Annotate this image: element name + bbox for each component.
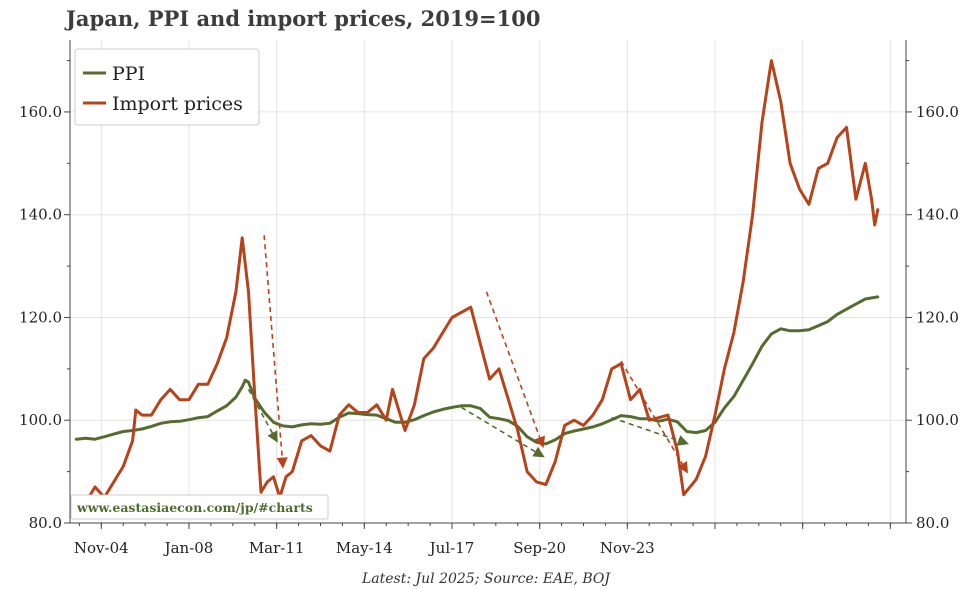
y-tick-label-right: 80.0	[916, 514, 949, 532]
series-line-ppi	[74, 295, 880, 446]
x-tick-label: Nov-04	[74, 539, 129, 557]
axes: 80.0 80.0 100.0 100.0 120.0 120.0 140.0 140.0 16…	[19, 40, 959, 557]
legend-label-import-prices: Import prices	[112, 93, 243, 115]
y-tick-label-left: 120.0	[19, 308, 62, 326]
y-tick-label-right: 120.0	[916, 308, 959, 326]
trend-arrows	[247, 235, 689, 474]
y-tick-label-right: 160.0	[916, 103, 959, 121]
x-tick-label: Jul-17	[428, 539, 475, 557]
y-tick-label-left: 160.0	[19, 103, 62, 121]
ppi-trend-arrow	[611, 416, 689, 446]
legend-label-ppi: PPI	[112, 63, 145, 85]
y-tick-label-right: 100.0	[916, 411, 959, 429]
y-tick-label-left: 100.0	[19, 411, 62, 429]
ppi-trend-arrow	[247, 389, 278, 443]
watermark: www.eastasiaecon.com/jp/#charts	[70, 494, 329, 520]
import-trend-arrow	[485, 291, 545, 449]
y-tick-label-right: 140.0	[916, 206, 959, 224]
import-trend-arrow	[620, 360, 688, 474]
series-line-import-prices	[74, 59, 880, 515]
source-note: Latest: Jul 2025; Source: EAE, BOJ	[361, 571, 611, 587]
x-tick-label: Nov-23	[600, 539, 655, 557]
legend: PPI Import prices	[74, 48, 260, 126]
y-tick-label-left: 140.0	[19, 206, 62, 224]
legend-box	[74, 48, 260, 126]
ppi-trend-arrow	[460, 406, 545, 458]
import-trend-arrow	[263, 235, 288, 469]
chart-title: Japan, PPI and import prices, 2019=100	[66, 6, 541, 31]
x-tick-label: Sep-20	[513, 539, 566, 557]
watermark-text: www.eastasiaecon.com/jp/#charts	[76, 500, 313, 515]
series-layer	[74, 59, 880, 515]
x-tick-label: Mar-11	[249, 539, 305, 557]
x-tick-label: May-14	[336, 539, 393, 557]
watermark-box	[70, 494, 329, 520]
x-tick-label: Jan-08	[163, 539, 214, 557]
y-tick-label-left: 80.0	[29, 514, 62, 532]
